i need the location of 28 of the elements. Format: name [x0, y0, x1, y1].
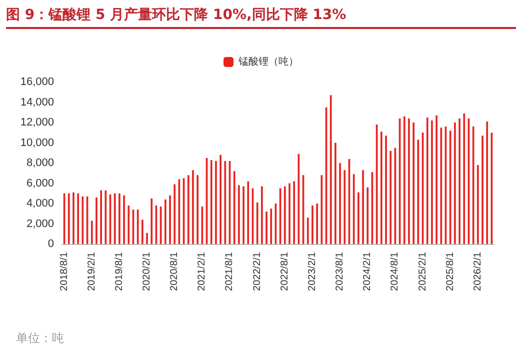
x-tick-label: 2020/2/1 [142, 252, 153, 291]
x-tick-label: 2026/2/1 [472, 252, 484, 291]
x-tick-label: 2025/8/1 [444, 252, 456, 291]
x-tick-label: 2024/2/1 [362, 252, 374, 291]
y-tick-label: 14,000 [20, 96, 54, 108]
text: 单位：吨 [16, 331, 64, 345]
x-tick-label: 2018/8/1 [58, 252, 70, 291]
y-tick-label: 2,000 [26, 218, 54, 230]
x-tick-label: 2022/8/1 [279, 252, 290, 291]
x-tick-label: 2020/8/1 [169, 252, 180, 291]
y-tick-label: 10,000 [20, 136, 54, 149]
x-tick-label: 2022/2/1 [252, 252, 263, 291]
x-tick-label: 2021/8/1 [224, 252, 236, 291]
x-tick-label: 2023/2/1 [306, 252, 318, 291]
x-tick-label: 2023/8/1 [334, 252, 346, 291]
y-tick-label: 12,000 [20, 116, 54, 128]
chart-title: 图 9：锰酸锂 5 月产量环比下降 10%,同比下降 13% [6, 6, 516, 29]
y-tick-label: 6,000 [26, 177, 54, 190]
x-tick-label: 2024/8/1 [390, 252, 401, 291]
x-tick-label: 2019/8/1 [114, 252, 125, 291]
y-tick-label: 16,000 [20, 76, 54, 88]
x-tick-label: 2019/2/1 [86, 252, 98, 291]
legend-label: 锰酸锂（吨） [238, 56, 298, 68]
x-tick-label: 2021/2/1 [196, 252, 208, 291]
y-tick-label: 4,000 [26, 198, 54, 210]
y-tick-label: 8,000 [26, 157, 54, 169]
y-tick-label: 0 [48, 238, 54, 250]
x-tick-label: 2025/2/1 [417, 252, 428, 291]
